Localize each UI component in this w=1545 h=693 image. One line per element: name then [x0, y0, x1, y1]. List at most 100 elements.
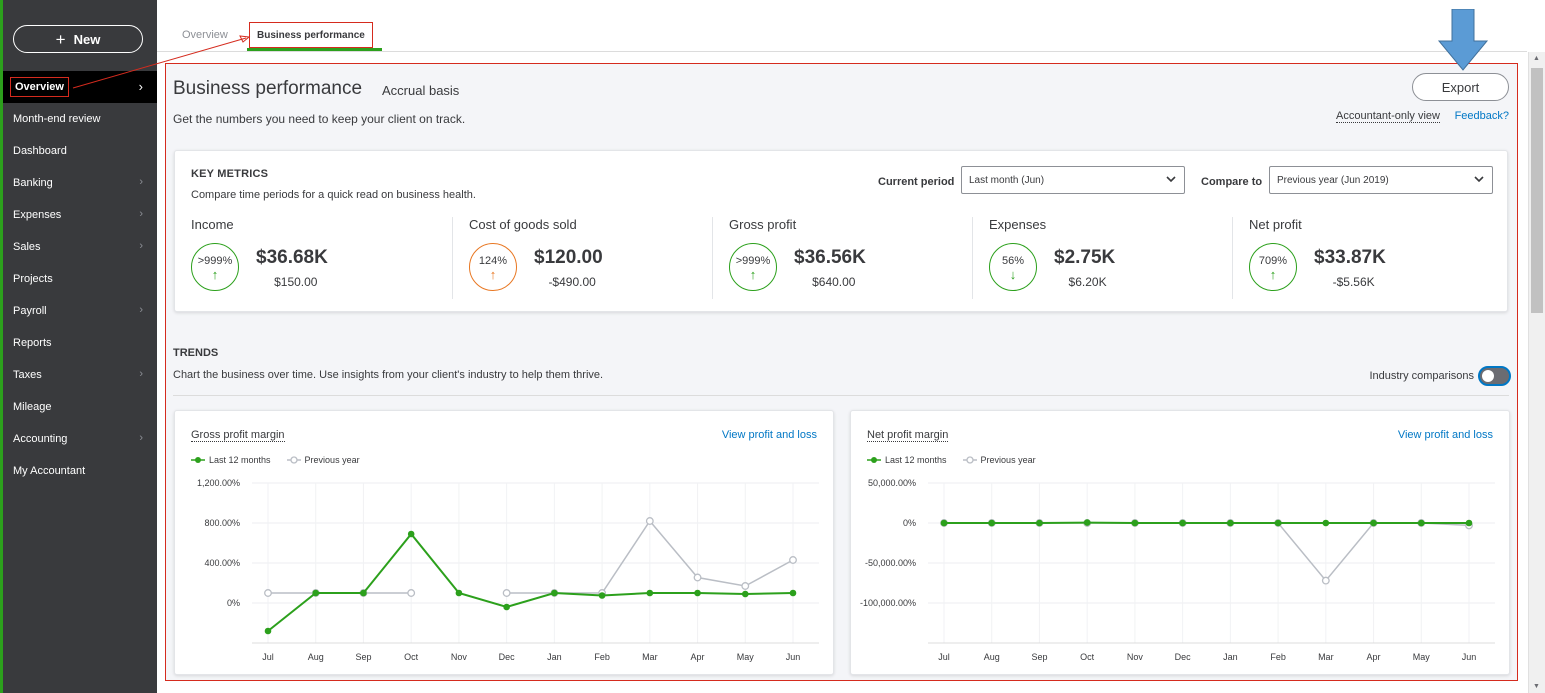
metric-prior-value: -$5.56K [1332, 275, 1375, 289]
sidebar-item-label: Overview [10, 77, 69, 97]
y-tick-label: 50,000.00% [868, 478, 916, 488]
legend-marker-filled [191, 457, 205, 463]
x-tick-label: Dec [1175, 652, 1192, 662]
scrollbar-thumb[interactable] [1531, 68, 1543, 313]
data-point-last-12-months [503, 603, 510, 611]
x-tick-label: Apr [1367, 652, 1381, 662]
view-profit-and-loss-link[interactable]: View profit and loss [1397, 429, 1493, 441]
data-point-last-12-months [646, 589, 654, 597]
sidebar-item-banking[interactable]: Banking › [3, 167, 157, 199]
view-profit-and-loss-link[interactable]: View profit and loss [721, 429, 817, 441]
compare-to-select[interactable]: Previous year (Jun 2019) [1269, 166, 1493, 194]
sidebar-item-expenses[interactable]: Expenses › [3, 199, 157, 231]
net-profit-margin-card: Net profit margin View profit and loss L… [850, 410, 1510, 675]
data-point-last-12-months [1370, 519, 1377, 527]
data-point-previous-year [264, 589, 272, 597]
accounting-basis: Accrual basis [382, 83, 460, 98]
legend-item-current: Last 12 months [191, 455, 271, 465]
sidebar-item-sales[interactable]: Sales › [3, 231, 157, 263]
tab-business-performance[interactable]: Business performance [249, 22, 373, 48]
x-tick-label: Apr [691, 652, 705, 662]
sidebar-item-my-accountant[interactable]: My Accountant [3, 455, 157, 487]
accountant-only-view-link[interactable]: Accountant-only view [1336, 110, 1440, 123]
metric-value: $120.00 [534, 247, 603, 268]
sidebar-item-dashboard[interactable]: Dashboard [3, 135, 157, 167]
page-tabs: Overview Business performance [157, 0, 1545, 52]
metric-change-badge: >999% ↑ [191, 243, 239, 291]
data-point-last-12-months [598, 592, 606, 599]
data-point-last-12-months [360, 589, 367, 597]
plus-icon: + [55, 29, 66, 49]
data-point-last-12-months [551, 589, 558, 597]
active-tab-indicator [247, 48, 382, 51]
gross-profit-margin-chart: 1,200.00% 800.00% 400.00% 0% Jul Aug Sep Oct Nov… [197, 478, 819, 662]
arrow-up-icon: ↑ [749, 266, 757, 282]
sidebar-item-reports[interactable]: Reports [3, 327, 157, 359]
sidebar-item-mileage[interactable]: Mileage [3, 391, 157, 423]
legend-item-current: Last 12 months [867, 455, 947, 465]
sidebar-item-label: Banking [13, 177, 53, 189]
trends-title: TRENDS [173, 347, 219, 359]
sidebar-item-label: Taxes [13, 369, 42, 381]
chart-legend: Last 12 months Previous year [867, 455, 1036, 465]
industry-comparisons-toggle[interactable] [1478, 366, 1511, 386]
data-point-previous-year [1321, 576, 1330, 585]
x-tick-label: Oct [1080, 652, 1095, 662]
vertical-scrollbar[interactable]: ▲ ▼ [1528, 52, 1545, 693]
key-metrics-card: KEY METRICS Compare time periods for a q… [174, 150, 1508, 312]
metric-change-percent: >999% [197, 254, 233, 267]
data-point-last-12-months [264, 627, 272, 635]
tabs-divider [157, 51, 1527, 52]
series-line-previous-year [944, 522, 1470, 582]
chevron-right-icon: › [138, 79, 143, 94]
metric-change-percent: 709% [1258, 254, 1288, 267]
x-tick-label: Nov [451, 652, 468, 662]
current-period-select[interactable]: Last month (Jun) [961, 166, 1185, 194]
new-button[interactable]: + New [13, 25, 143, 53]
metric-cost-of-goods-sold: Cost of goods sold 124% ↑ $120.00 -$490.00 [452, 217, 712, 299]
x-tick-label: Dec [499, 652, 516, 662]
sidebar-item-month-end-review[interactable]: Month-end review [3, 103, 157, 135]
sidebar-item-payroll[interactable]: Payroll › [3, 295, 157, 327]
metric-change-badge: 709% ↑ [1249, 243, 1297, 291]
sidebar-item-taxes[interactable]: Taxes › [3, 359, 157, 391]
x-tick-label: Aug [308, 652, 324, 662]
sidebar-item-overview[interactable]: Overview › [3, 71, 157, 103]
export-button[interactable]: Export [1412, 73, 1509, 101]
metric-net-profit: Net profit 709% ↑ $33.87K -$5.56K [1232, 217, 1508, 299]
metric-name: Gross profit [729, 217, 797, 232]
sidebar-item-label: Projects [13, 273, 53, 285]
metric-prior-value: -$490.00 [548, 275, 596, 289]
y-tick-label: 0% [903, 518, 916, 528]
scroll-up-icon[interactable]: ▲ [1533, 55, 1540, 62]
sidebar-item-accounting[interactable]: Accounting › [3, 423, 157, 455]
legend-label: Last 12 months [885, 455, 947, 465]
x-tick-label: May [737, 652, 755, 662]
metric-gross-profit: Gross profit >999% ↑ $36.56K $640.00 [712, 217, 972, 299]
x-tick-label: Feb [594, 652, 610, 662]
sidebar-item-projects[interactable]: Projects [3, 263, 157, 295]
x-tick-label: Mar [642, 652, 658, 662]
chevron-down-icon [1474, 176, 1484, 183]
chevron-right-icon: › [139, 240, 143, 252]
legend-marker-hollow [962, 456, 977, 464]
x-tick-label: Jul [938, 652, 950, 662]
chevron-down-icon [1166, 176, 1176, 183]
legend-label: Previous year [304, 455, 360, 465]
x-tick-label: Jan [1223, 652, 1238, 662]
metric-change-badge: 124% ↑ [469, 243, 517, 291]
feedback-link[interactable]: Feedback? [1454, 110, 1509, 122]
left-navigation-sidebar: + New Overview › Month-end review Dashboard… [0, 0, 157, 693]
x-tick-label: Oct [404, 652, 419, 662]
chevron-right-icon: › [139, 432, 143, 444]
scroll-down-icon[interactable]: ▼ [1533, 683, 1540, 690]
gross-profit-margin-card: Gross profit margin View profit and loss… [174, 410, 834, 675]
x-tick-label: Feb [1270, 652, 1286, 662]
current-period-label: Current period [878, 176, 955, 188]
tab-overview[interactable]: Overview [182, 29, 228, 41]
data-point-last-12-months [1131, 519, 1139, 527]
sidebar-item-label: Reports [13, 337, 52, 349]
sidebar-item-label: My Accountant [13, 465, 86, 477]
metric-prior-value: $150.00 [274, 275, 318, 289]
chevron-right-icon: › [139, 304, 143, 316]
